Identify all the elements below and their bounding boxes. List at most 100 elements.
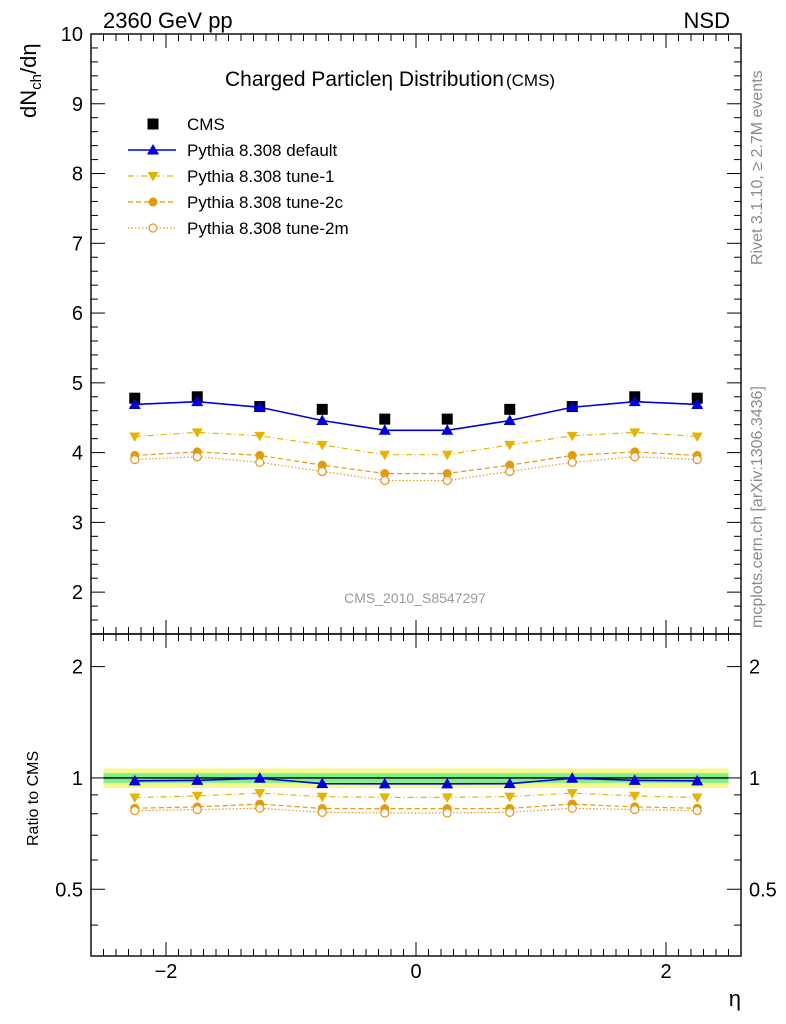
x-tick-label: 2 [660,961,671,983]
x-axis-label: η [729,986,741,1011]
rivet-label: Rivet 3.1.10, ≥ 2.7M events [749,70,766,265]
main-data-layer [128,391,704,486]
ratio-point-pythia-8-308-tune-1 [504,792,516,803]
y-tick-label: 9 [72,94,83,116]
ratio-point-pythia-8-308-tune-2m [317,807,327,818]
ratio-point-pythia-8-308-tune-1 [629,791,641,802]
legend-label-cms: CMS [187,115,225,134]
legend-label-pythia-8-308-tune-2c: Pythia 8.308 tune-2c [187,193,343,212]
ratio-line-pythia-8-308-tune-2m [134,807,698,814]
data-point-pythia-8-308-default [503,414,516,426]
legend-marker-pythia-8-308-tune-1 [147,172,159,182]
legend-marker-pythia-8-308-tune-2c [148,197,158,207]
data-point-pythia-8-308-tune-2m [255,457,265,468]
ratio-line-pythia-8-308-tune-2c [134,803,698,810]
data-point-pythia-8-308-tune-2m [630,452,640,462]
ratio-point-pythia-8-308-tune-2m [630,804,640,815]
data-point-pythia-8-308-default [378,424,391,435]
legend-marker-pythia-8-308-tune-2m [148,223,158,233]
ratio-point-pythia-8-308-tune-2m [692,805,702,816]
y-tick-label: 5 [72,373,83,395]
data-point-pythia-8-308-tune-1 [566,431,578,442]
ratio-point-pythia-8-308-default [691,774,704,786]
y-tick-label: 3 [72,512,83,534]
ratio-point-pythia-8-308-tune-1 [566,789,578,799]
data-point-pythia-8-308-tune-1 [254,431,266,442]
ratio-point-pythia-8-308-default [503,777,516,789]
ratio-point-pythia-8-308-tune-1 [441,793,453,803]
data-point-pythia-8-308-tune-2m [192,452,202,462]
plot-title-main: Charged Particleη Distribution [225,68,504,91]
data-point-pythia-8-308-tune-2m [317,466,327,477]
ratio-point-pythia-8-308-default [628,774,641,785]
header-left: 2360 GeV pp [103,8,233,33]
legend-entry-pythia-8-308-tune-2c: Pythia 8.308 tune-2c [128,193,343,212]
series-line-pythia-8-308-default [134,400,698,432]
ratio-point-pythia-8-308-default [441,777,454,789]
data-point-cms [379,413,391,425]
ratio-point-pythia-8-308-tune-2m [380,808,390,818]
ratio-y-tick-label: 0.5 [55,879,83,901]
ratio-y-tick-label-right: 1 [749,768,760,790]
plot-title: Charged Particleη Distribution (CMS) [225,68,555,91]
data-point-pythia-8-308-default [316,414,329,426]
ratio-y-tick-label-right: 0.5 [749,879,777,901]
ratio-point-pythia-8-308-tune-1 [691,793,703,804]
ratio-point-pythia-8-308-tune-1 [129,793,141,804]
mcplots-label: mcplots.cern.ch [arXiv:1306.3436] [749,386,766,628]
data-point-pythia-8-308-tune-2m [505,466,515,477]
ratio-panel: 0.5 0.5 1 1 2 2 −2 0 2 Ratio to CMS η [25,633,777,1011]
data-point-pythia-8-308-tune-2m [567,457,577,468]
data-point-pythia-8-308-tune-2c [567,450,577,460]
ratio-point-pythia-8-308-default [378,777,391,789]
main-y-axis-label: dNch/dη [16,43,45,118]
legend-marker-cms [147,118,159,130]
ratio-point-pythia-8-308-tune-2m [130,805,140,816]
legend-label-pythia-8-308-tune-2m: Pythia 8.308 tune-2m [187,219,349,238]
legend-marker-pythia-8-308-default [147,144,159,155]
ratio-point-pythia-8-308-default [566,772,579,783]
x-tick-label: −2 [155,961,178,983]
ratio-y-tick-label: 1 [72,768,83,790]
ratio-point-pythia-8-308-tune-2m [567,803,577,813]
data-point-pythia-8-308-default [441,424,454,435]
data-point-pythia-8-308-default [566,401,579,412]
data-point-pythia-8-308-tune-2c [380,469,390,479]
data-point-pythia-8-308-tune-1 [379,450,391,461]
ratio-y-axis-label: Ratio to CMS [25,751,42,846]
ratio-point-pythia-8-308-tune-2m [505,807,515,818]
ratio-data-layer [103,768,729,818]
ratio-point-pythia-8-308-tune-2m [192,804,202,815]
analysis-watermark: CMS_2010_S8547297 [344,590,486,606]
data-point-cms [441,413,453,425]
ratio-ticks [91,634,741,956]
y-tick-label: 6 [72,303,83,325]
data-point-pythia-8-308-tune-2m [442,475,452,486]
legend-entry-cms: CMS [147,115,225,134]
legend-entry-pythia-8-308-default: Pythia 8.308 default [128,141,338,160]
ratio-point-pythia-8-308-default [191,774,204,785]
y-tick-label: 4 [72,443,83,465]
ratio-point-pythia-8-308-default [253,772,266,783]
data-point-pythia-8-308-tune-2c [442,469,452,479]
data-point-pythia-8-308-tune-1 [504,440,516,451]
data-point-pythia-8-308-tune-2m [692,454,702,465]
y-tick-label: 2 [72,582,83,604]
main-ticks [91,33,741,635]
ratio-frame [90,633,742,957]
data-point-pythia-8-308-default [628,395,641,407]
header-right: NSD [684,8,730,33]
ratio-point-pythia-8-308-default [128,774,141,786]
data-point-pythia-8-308-default [253,401,266,412]
data-point-pythia-8-308-tune-2m [380,475,390,486]
ratio-tick-labels: 0.5 0.5 1 1 2 2 −2 0 2 [55,657,777,983]
data-point-pythia-8-308-default [691,398,704,409]
series-line-pythia-8-308-tune-2c [134,451,698,475]
ratio-point-pythia-8-308-tune-1 [191,791,203,802]
data-point-pythia-8-308-tune-1 [191,428,203,438]
x-tick-label: 0 [410,961,421,983]
main-panel: 2 3 4 5 6 7 8 9 10 dNch/dη Charged Particleη Dis… [16,24,742,635]
ratio-point-pythia-8-308-default [316,777,329,789]
ratio-point-pythia-8-308-tune-1 [379,793,391,803]
